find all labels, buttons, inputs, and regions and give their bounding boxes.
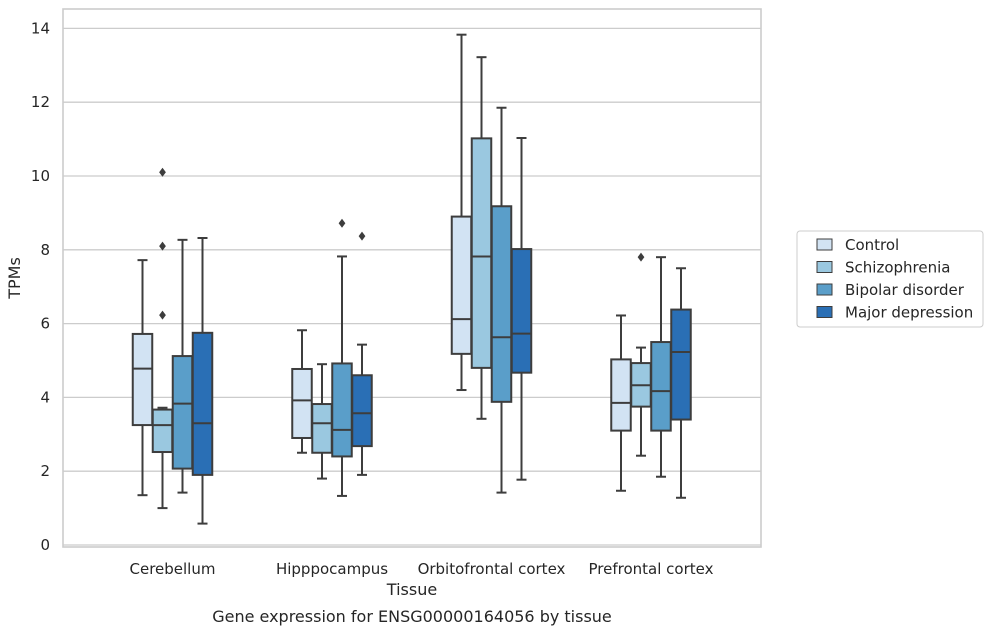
outlier-point [159, 167, 166, 177]
y-tick-label: 6 [40, 315, 50, 333]
box-bipolar-disorder-4 [650, 256, 672, 478]
y-tick-label: 4 [40, 388, 50, 406]
box-iqr [610, 358, 632, 432]
y-tick-label: 8 [40, 241, 50, 259]
x-axis-label: Tissue [386, 580, 437, 599]
legend-label: Schizophrenia [845, 259, 950, 277]
y-tick-label: 2 [40, 462, 50, 480]
x-tick-label: Orbitofrontal cortex [418, 560, 566, 578]
y-tick-label: 0 [40, 536, 50, 554]
outlier-point [358, 231, 366, 241]
box-bipolar-disorder-1 [171, 238, 194, 494]
legend-label: Control [845, 236, 899, 254]
box-iqr [331, 362, 353, 458]
legend: Control Schizophrenia Bipolar disorder Majo… [796, 230, 984, 328]
legend-swatch [816, 261, 833, 273]
box-iqr [510, 248, 533, 374]
x-tick-label: Cerebellum [130, 560, 216, 578]
y-tick-label: 10 [31, 167, 50, 185]
y-axis-label: TPMs [5, 257, 24, 300]
legend-swatch [816, 238, 833, 251]
y-tick-label: 12 [31, 93, 50, 111]
box-bipolar-disorder-2 [331, 218, 353, 497]
plot-frame [62, 8, 762, 548]
x-tick-labels: Cerebellum Hipppocampus Orbitofrontal cort… [130, 560, 714, 578]
legend-label: Major depression [845, 304, 973, 322]
box-schizophrenia-1 [151, 167, 174, 510]
box-iqr [131, 332, 154, 427]
box-bipolar-disorder-3 [490, 106, 513, 494]
chart-caption: Gene expression for ENSG00000164056 by t… [212, 607, 612, 626]
box-iqr [450, 215, 473, 355]
legend-swatch [816, 283, 833, 296]
outlier-point [159, 310, 166, 320]
box-major-depression-4 [670, 267, 692, 499]
box-control-1 [131, 259, 154, 497]
box-iqr [670, 308, 692, 421]
outlier-point [338, 218, 346, 228]
outlier-point [159, 241, 166, 251]
box-iqr [351, 374, 373, 448]
box-plot-series [131, 33, 692, 525]
legend-swatch [816, 306, 833, 318]
legend-label: Bipolar disorder [845, 281, 965, 299]
y-tick-label: 14 [31, 19, 50, 37]
box-control-3 [450, 33, 473, 392]
box-iqr [490, 205, 513, 403]
box-control-2 [291, 329, 313, 454]
box-schizophrenia-3 [470, 56, 493, 420]
box-iqr [151, 408, 174, 454]
x-tick-label: Prefrontal cortex [589, 560, 714, 578]
box-iqr [650, 341, 672, 432]
box-iqr [191, 331, 214, 476]
box-iqr [470, 137, 493, 369]
box-control-4 [610, 314, 632, 492]
legend-frame [796, 230, 984, 328]
box-iqr [291, 367, 313, 439]
box-schizophrenia-4 [630, 252, 652, 457]
gridlines [63, 27, 761, 546]
box-iqr [171, 355, 194, 470]
box-major-depression-1 [191, 236, 214, 525]
box-major-depression-3 [510, 136, 533, 481]
y-tick-labels: 0 2 4 6 8 10 12 14 [31, 19, 50, 554]
x-tick-label: Hipppocampus [276, 560, 388, 578]
box-schizophrenia-2 [311, 363, 333, 480]
box-iqr [311, 403, 333, 454]
outlier-point [637, 252, 645, 262]
box-major-depression-2 [351, 231, 373, 476]
